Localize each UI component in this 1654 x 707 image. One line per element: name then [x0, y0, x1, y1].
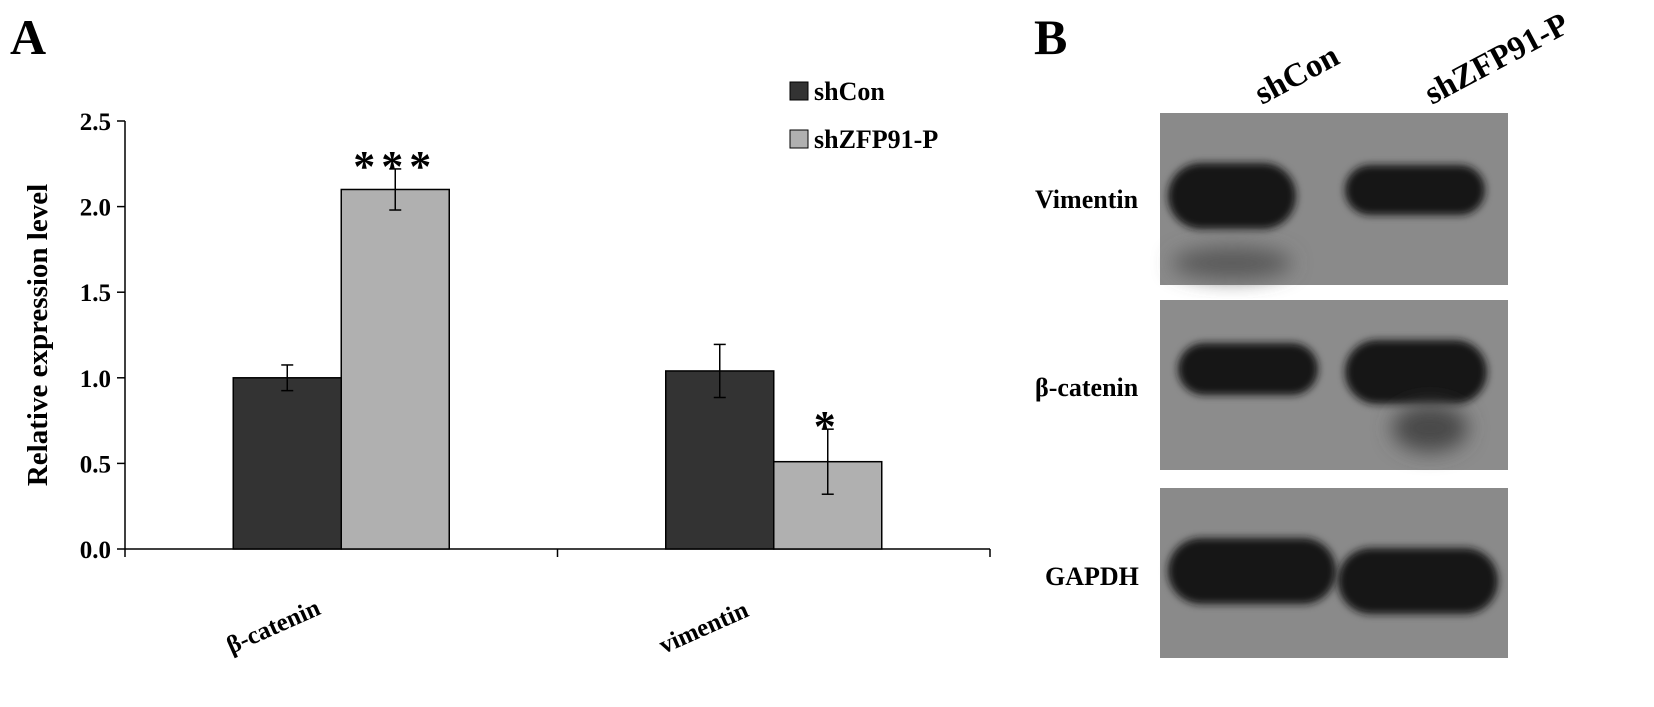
- band-label-gapdh: GAPDH: [1045, 562, 1139, 591]
- blot-strip-beta-catenin: [1160, 300, 1508, 470]
- lane-label-shzfp91: shZFP91-P: [1419, 6, 1575, 112]
- legend-label: shZFP91-P: [814, 125, 938, 154]
- band-label-vimentin: Vimentin: [1035, 185, 1139, 214]
- band-label-beta-catenin: β-catenin: [1035, 373, 1139, 402]
- y-tick-label: 1.5: [80, 280, 111, 307]
- panel-a-label: A: [10, 9, 47, 65]
- bar-shcon-1: [665, 370, 775, 550]
- legend-swatch: [789, 129, 809, 149]
- x-tick-label: vimentin: [655, 596, 752, 659]
- legend-swatch: [789, 81, 809, 101]
- bar-shzfp91-0: [340, 188, 450, 550]
- y-tick-label: 2.0: [80, 195, 111, 222]
- y-tick-label: 0.0: [80, 537, 111, 564]
- x-tick-label: β-catenin: [223, 594, 325, 659]
- y-tick-label: 0.5: [80, 451, 111, 478]
- y-tick-label: 2.5: [80, 109, 111, 136]
- bar-shcon-0: [232, 377, 342, 550]
- lane-label-shcon: shCon: [1249, 38, 1345, 112]
- blot-strip-vimentin: [1160, 113, 1508, 285]
- significance-marker: ***: [353, 142, 437, 191]
- blot-strip-gapdh: [1160, 488, 1508, 658]
- y-axis-label: Relative expression level: [22, 184, 54, 486]
- legend-label: shCon: [814, 77, 885, 106]
- significance-marker: *: [814, 402, 842, 451]
- western-blot: shCon shZFP91-P Vimentin β-catenin GAPDH: [1035, 6, 1575, 658]
- panel-b-label: B: [1034, 9, 1068, 65]
- y-tick-label: 1.0: [80, 366, 111, 393]
